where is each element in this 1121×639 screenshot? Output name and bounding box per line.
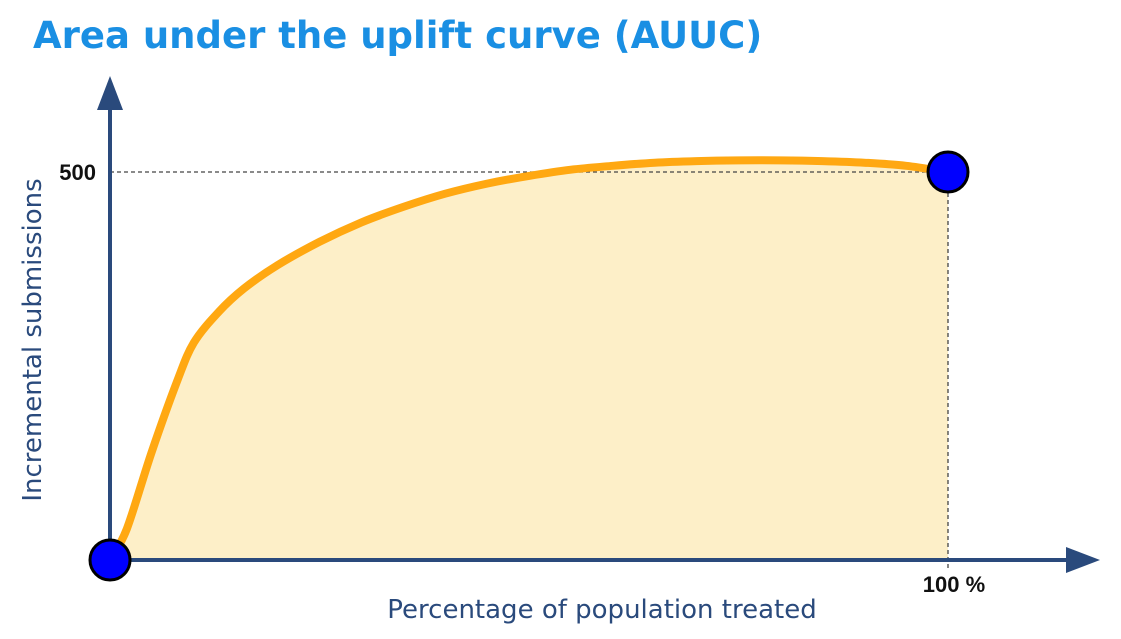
x-tick-label: 100 % [923, 572, 985, 597]
x-axis [110, 547, 1100, 573]
x-axis-arrowhead [1066, 547, 1100, 573]
end-point-markers [88, 150, 970, 582]
y-axis-arrowhead [97, 76, 123, 110]
end-point-marker [926, 150, 970, 194]
y-axis-label: Incremental submissions [18, 178, 48, 501]
uplift-curve-line [106, 156, 952, 564]
start-point-marker [88, 538, 132, 582]
y-tick-label: 500 [59, 160, 96, 185]
x-axis-label: Percentage of population treated [387, 595, 816, 625]
page-title: Area under the uplift curve (AUUC) [33, 14, 763, 57]
y-axis [97, 76, 123, 560]
area-under-curve [110, 160, 948, 560]
